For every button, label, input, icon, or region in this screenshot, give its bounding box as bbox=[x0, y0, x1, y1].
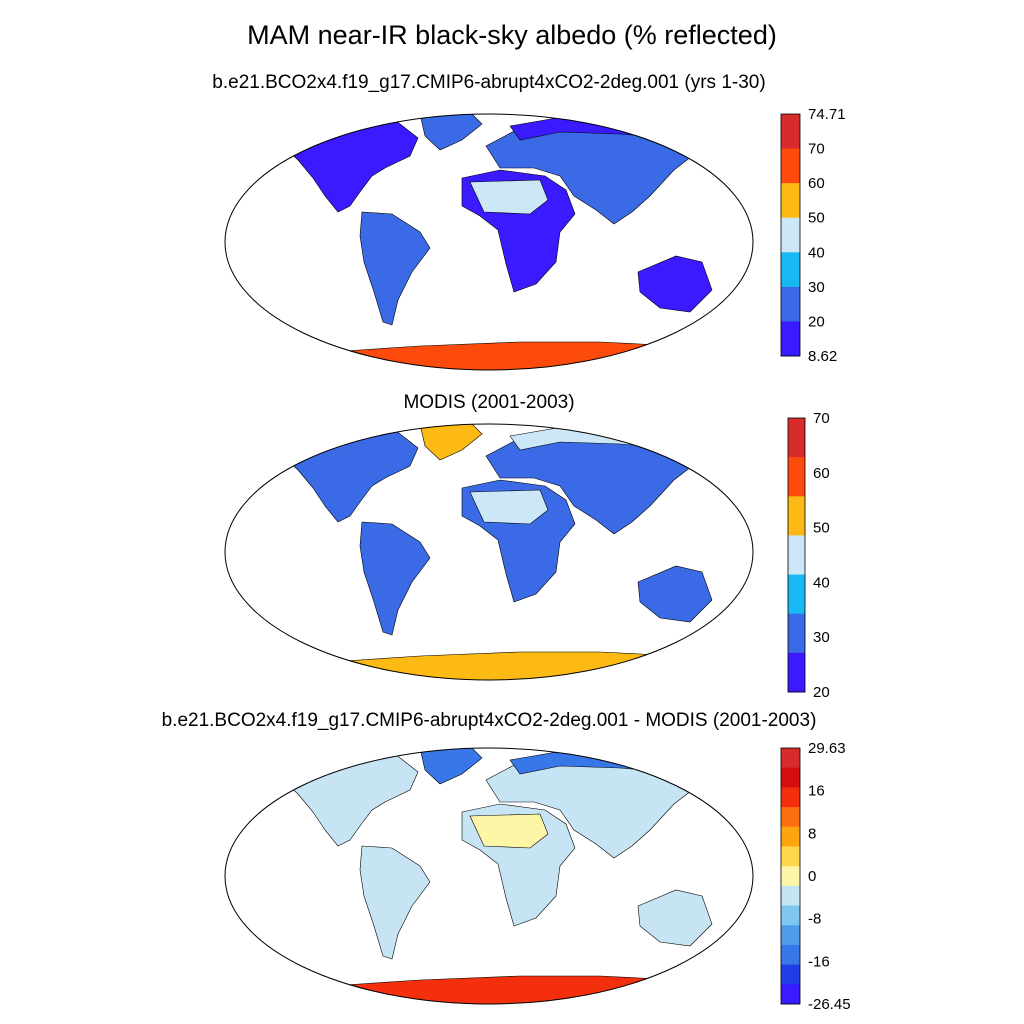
colorbar-swatch bbox=[788, 574, 805, 615]
colorbar-tick-label: 50 bbox=[808, 210, 825, 227]
panel-model: b.e21.BCO2x4.f19_g17.CMIP6-abrupt4xCO2-2… bbox=[212, 72, 846, 371]
colorbar-tick-label: 20 bbox=[808, 313, 825, 330]
colorbar-swatch bbox=[781, 183, 800, 219]
colorbar-swatch bbox=[781, 787, 800, 808]
colorbar-swatch bbox=[788, 613, 805, 654]
landmass-australia bbox=[637, 565, 713, 623]
map-model bbox=[225, 114, 753, 370]
panel-obs: MODIS (2001-2003) 70 60 50 40 30 20 bbox=[224, 392, 830, 701]
colorbar-tick-label: 70 bbox=[808, 141, 825, 158]
colorbar-tick-label: 8.62 bbox=[808, 348, 837, 365]
colorbar-swatch bbox=[781, 217, 800, 253]
colorbar-swatch bbox=[781, 252, 800, 288]
colorbar-swatch bbox=[781, 885, 800, 907]
landmass-greenland bbox=[419, 748, 483, 785]
colorbar-tick-label: 16 bbox=[808, 783, 825, 800]
colorbar-swatch bbox=[788, 496, 805, 536]
colorbar-swatch bbox=[781, 148, 800, 184]
map-outline-model bbox=[224, 113, 754, 371]
colorbar-swatch bbox=[781, 826, 800, 847]
colorbar-tick-label: 29.63 bbox=[808, 740, 846, 757]
landmass-south-america bbox=[359, 845, 431, 960]
colorbar-tick-label: 20 bbox=[813, 684, 830, 701]
panel-title-model: b.e21.BCO2x4.f19_g17.CMIP6-abrupt4xCO2-2… bbox=[212, 72, 765, 93]
main-title: MAM near-IR black-sky albedo (% reflecte… bbox=[247, 20, 777, 50]
colorbar-swatch bbox=[781, 748, 800, 769]
colorbar-tick-label: 40 bbox=[813, 574, 830, 591]
colorbar-frame bbox=[787, 417, 806, 693]
colorbar-swatch bbox=[781, 767, 800, 788]
colorbar-swatch bbox=[781, 807, 800, 828]
colorbar-model: 74.71 70 60 50 40 30 20 8.62 bbox=[780, 106, 846, 365]
landmass-sahara bbox=[469, 179, 549, 215]
colorbar-swatch bbox=[788, 652, 805, 693]
colorbar-tick-label: 30 bbox=[808, 279, 825, 296]
landmass-australia bbox=[637, 255, 713, 313]
colorbar-swatch bbox=[788, 418, 805, 458]
colorbar-swatch bbox=[781, 866, 800, 887]
colorbar-swatch bbox=[788, 457, 805, 497]
colorbar-swatch bbox=[781, 984, 800, 1005]
colorbar-swatch bbox=[781, 846, 800, 867]
colorbar-tick-label: 30 bbox=[813, 629, 830, 646]
colorbar-swatch bbox=[781, 944, 800, 966]
colorbar-tick-label: 60 bbox=[808, 175, 825, 192]
colorbar-swatch bbox=[781, 964, 800, 985]
map-outline-diff bbox=[224, 747, 754, 1005]
colorbar-swatch bbox=[788, 535, 805, 576]
landmass-greenland bbox=[419, 424, 483, 461]
colorbar-swatch bbox=[781, 905, 800, 926]
colorbar-tick-label: 8 bbox=[808, 825, 816, 842]
colorbar-tick-label: 40 bbox=[808, 244, 825, 261]
landmass-sahara bbox=[469, 489, 549, 525]
panel-title-obs: MODIS (2001-2003) bbox=[403, 392, 574, 413]
colorbar-tick-label: 74.71 bbox=[808, 106, 846, 123]
landmass-south-america bbox=[359, 521, 431, 636]
colorbar-swatch bbox=[781, 321, 800, 357]
colorbar-frame bbox=[780, 113, 801, 357]
map-obs bbox=[225, 424, 753, 680]
map-outline-obs bbox=[224, 423, 754, 681]
colorbar-tick-label: -8 bbox=[808, 911, 821, 928]
landmass-sahara bbox=[469, 813, 549, 849]
landmass-south-america bbox=[359, 211, 431, 326]
colorbar-swatch bbox=[781, 114, 800, 150]
colorbar-tick-label: 0 bbox=[808, 868, 816, 885]
panel-title-diff: b.e21.BCO2x4.f19_g17.CMIP6-abrupt4xCO2-2… bbox=[162, 710, 817, 731]
colorbar-swatch bbox=[781, 286, 800, 322]
colorbar-diff: 29.63 16 8 0 -8 -16 -26.45 bbox=[780, 740, 851, 1013]
colorbar-tick-label: 60 bbox=[813, 465, 830, 482]
landmass-greenland bbox=[419, 114, 483, 151]
colorbar-tick-label: -26.45 bbox=[808, 996, 851, 1013]
colorbar-tick-label: -16 bbox=[808, 953, 830, 970]
map-diff bbox=[225, 748, 753, 1004]
colorbar-swatch bbox=[781, 925, 800, 946]
colorbar-frame bbox=[780, 747, 801, 1005]
colorbar-obs: 70 60 50 40 30 20 bbox=[787, 410, 830, 701]
colorbar-tick-label: 70 bbox=[813, 410, 830, 427]
landmass-australia bbox=[637, 889, 713, 947]
panel-diff: b.e21.BCO2x4.f19_g17.CMIP6-abrupt4xCO2-2… bbox=[162, 710, 851, 1013]
colorbar-tick-label: 50 bbox=[813, 520, 830, 537]
